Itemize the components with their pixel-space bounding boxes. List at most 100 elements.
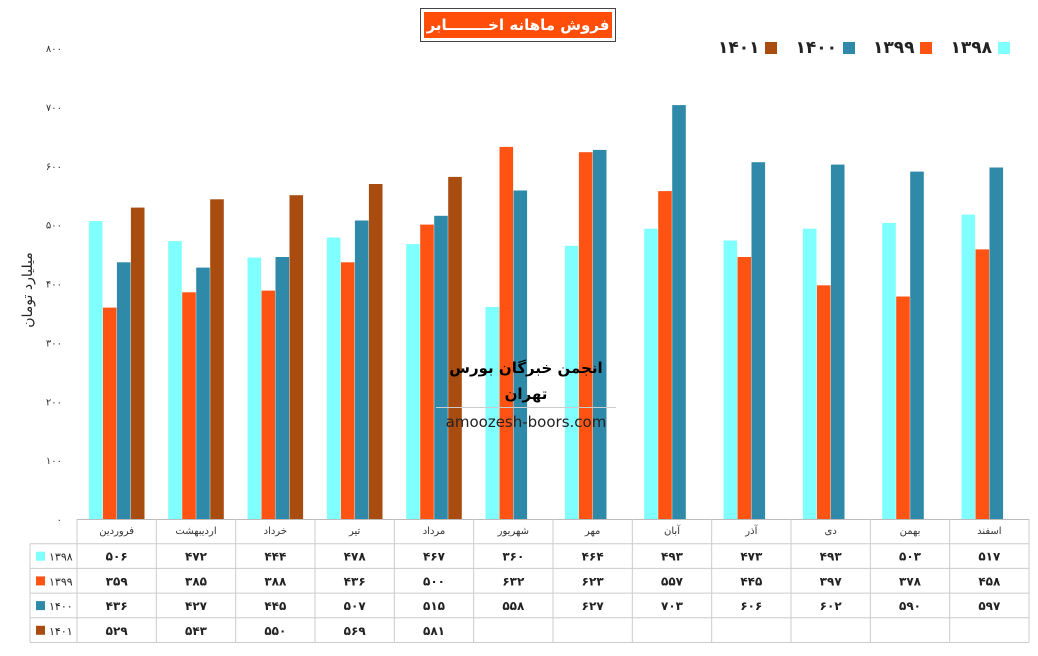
data-label: ۳۸۵ <box>185 574 207 588</box>
table-legend-swatch <box>36 576 45 586</box>
data-label: ۳۹۷ <box>820 574 843 588</box>
data-label: ۳۸۸ <box>264 574 287 588</box>
y-tick-label: ۸۰۰ <box>46 44 62 55</box>
y-tick-label: ۱۰۰ <box>46 456 62 467</box>
bar <box>448 176 462 519</box>
bar <box>564 245 579 520</box>
bar <box>130 207 145 519</box>
y-tick-label: ۷۰۰ <box>46 103 62 114</box>
data-label: ۵۸۱ <box>423 624 445 638</box>
data-label: ۵۹۰ <box>899 599 921 613</box>
data-label: ۳۵۹ <box>106 574 129 588</box>
x-tick-label: فروردین <box>99 526 134 537</box>
bar <box>196 267 210 519</box>
data-label: ۵۵۰ <box>264 624 286 638</box>
x-tick-label: خرداد <box>264 526 287 537</box>
bar <box>354 220 369 519</box>
bar <box>672 105 686 519</box>
y-tick-label: ۴۰۰ <box>46 280 62 291</box>
table-series-name: ۱۴۰۱ <box>49 625 73 638</box>
bar <box>499 146 514 519</box>
legend-label: ۱۴۰۱ <box>717 38 760 58</box>
x-tick-label: شهریور <box>497 526 529 537</box>
y-axis-label-container: میلیارد تومان <box>8 240 48 340</box>
bar <box>816 285 831 519</box>
chart-title: فروش ماهانه اخــــــــابر <box>424 12 612 38</box>
y-tick-label: ۶۰۰ <box>46 162 62 173</box>
watermark: انجمن خبرگان بورس تهران amoozesh-boors.c… <box>436 355 616 431</box>
bar <box>989 167 1004 519</box>
legend-item: ۱۳۹۸ <box>950 38 1010 58</box>
data-label: ۴۹۳ <box>661 550 684 564</box>
bar <box>737 257 752 519</box>
bar <box>102 307 117 519</box>
data-label: ۵۰۳ <box>899 550 922 564</box>
data-label: ۷۰۳ <box>661 599 684 613</box>
data-label: ۶۰۲ <box>820 599 843 613</box>
legend-swatch <box>842 42 855 54</box>
data-label: ۴۴۵ <box>264 599 286 613</box>
data-label: ۵۱۵ <box>423 599 445 613</box>
bar <box>88 221 103 519</box>
data-label: ۴۲۷ <box>185 599 208 613</box>
data-label: ۵۰۰ <box>423 574 445 588</box>
data-label: ۵۴۳ <box>185 624 208 638</box>
data-label: ۵۵۸ <box>502 599 525 613</box>
x-tick-label: بهمن <box>900 526 921 537</box>
data-label: ۵۵۷ <box>661 574 684 588</box>
bar <box>896 296 910 519</box>
data-label: ۶۳۲ <box>502 574 525 588</box>
bar <box>210 199 224 520</box>
x-tick-label: اسفند <box>977 526 1001 537</box>
bar <box>658 191 672 519</box>
data-label: ۴۶۴ <box>582 550 604 564</box>
bar <box>485 307 500 519</box>
x-tick-label: تیر <box>348 526 361 537</box>
bar <box>420 224 434 519</box>
bar <box>751 162 766 519</box>
x-tick-label: مهر <box>584 526 600 537</box>
watermark-title: انجمن خبرگان بورس تهران <box>449 359 603 403</box>
table-legend-swatch <box>36 625 45 635</box>
data-label: ۵۹۷ <box>978 599 1001 613</box>
bar <box>434 215 448 520</box>
x-tick-label: دی <box>825 526 837 537</box>
data-label: ۵۲۹ <box>106 624 129 638</box>
x-tick-label: مرداد <box>423 526 446 537</box>
data-label: ۴۷۸ <box>344 550 367 564</box>
table-series-name: ۱۳۹۹ <box>49 575 73 588</box>
bar <box>406 244 420 519</box>
data-label: ۴۳۶ <box>106 599 128 613</box>
y-tick-label: ۵۰۰ <box>46 221 62 232</box>
bar <box>592 149 607 519</box>
legend-label: ۱۳۹۹ <box>872 38 915 58</box>
bar <box>578 152 593 519</box>
bar <box>910 171 924 519</box>
legend-item: ۱۴۰۱ <box>718 38 778 58</box>
y-tick-label: ۳۰۰ <box>46 338 62 349</box>
bar <box>830 164 845 519</box>
data-label: ۳۶۰ <box>502 550 524 564</box>
bar <box>644 228 658 519</box>
bar <box>275 257 290 519</box>
data-label: ۶۲۳ <box>582 574 605 588</box>
data-label: ۵۶۹ <box>344 624 367 638</box>
bar <box>802 228 817 519</box>
bar <box>116 262 131 519</box>
data-label: ۵۰۷ <box>344 599 367 613</box>
data-label: ۶۲۷ <box>582 599 605 613</box>
data-label: ۵۰۶ <box>106 550 128 564</box>
legend-item: ۱۴۰۰ <box>795 38 855 58</box>
legend-swatch <box>998 42 1010 54</box>
table-legend-swatch <box>36 551 45 561</box>
bar <box>961 214 976 519</box>
legend-item: ۱۳۹۹ <box>873 38 933 58</box>
bar <box>261 290 276 519</box>
table-series-name: ۱۳۹۸ <box>49 551 73 564</box>
bar <box>247 257 262 519</box>
data-label: ۶۰۶ <box>740 599 762 613</box>
data-label: ۳۷۸ <box>899 574 922 588</box>
bar <box>168 241 182 519</box>
bar <box>340 262 355 519</box>
